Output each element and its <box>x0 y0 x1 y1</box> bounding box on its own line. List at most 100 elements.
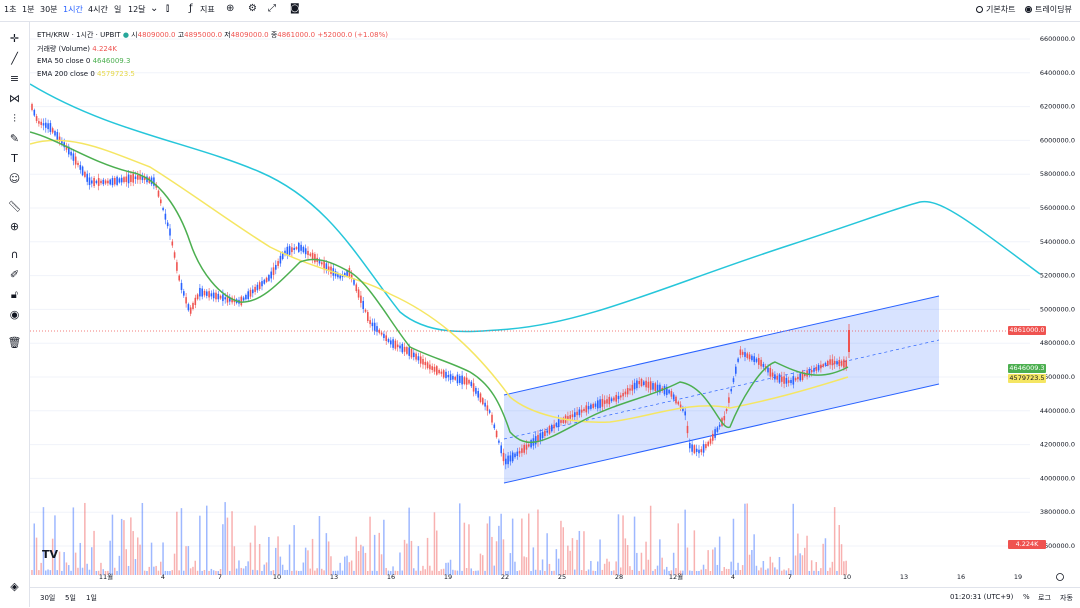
forecast-icon[interactable]: ⫶ <box>13 112 16 125</box>
candle-body <box>51 128 54 133</box>
crosshair-icon[interactable]: ✛ <box>9 32 20 45</box>
volume-bar <box>702 564 705 575</box>
emoji-icon[interactable]: ☺ <box>8 172 21 185</box>
trendline-icon[interactable]: ╱ <box>11 52 18 65</box>
screenshot-icon[interactable]: ◙ <box>290 3 300 14</box>
volume-bar <box>804 547 806 575</box>
candle-body <box>217 293 220 300</box>
price-tick-label: 4000000.0 <box>1040 474 1075 482</box>
volume-bar <box>56 570 58 575</box>
candle-body <box>514 453 516 458</box>
text-icon[interactable]: T <box>11 152 18 165</box>
settings-icon[interactable]: ⚙ <box>248 3 257 14</box>
interval-30m[interactable]: 30분 <box>40 5 58 14</box>
candle-body <box>442 370 445 378</box>
legend-volume-row[interactable]: 거래량 (Volume) 4.224K <box>37 44 117 54</box>
candle-body <box>364 309 367 312</box>
candle-body <box>465 377 468 385</box>
candle-body <box>419 356 422 364</box>
range-5d[interactable]: 5일 <box>65 594 76 602</box>
legend-ema50-row[interactable]: EMA 50 close 0 4646009.3 <box>37 57 130 65</box>
candle-body <box>493 424 496 429</box>
draw-mode-icon[interactable]: ✐ <box>9 268 20 281</box>
volume-bar <box>663 569 666 575</box>
percent-toggle[interactable]: % <box>1023 593 1030 601</box>
indicators-button[interactable]: 지표 <box>200 5 215 14</box>
volume-bar <box>396 570 399 575</box>
magnet-icon[interactable]: ∩ <box>10 248 19 261</box>
volume-bar <box>295 570 298 575</box>
candle-body <box>656 384 659 392</box>
volume-bar <box>794 555 797 575</box>
interval-4h[interactable]: 4시간 <box>88 5 108 14</box>
volume-bar <box>111 514 114 575</box>
volume-bar <box>705 569 707 575</box>
time-axis[interactable]: 11월 4 7 10 13 16 19 22 25 28 12월 4 7 10 13 16 19 <box>99 572 1064 581</box>
log-toggle[interactable]: 로그 <box>1038 594 1051 602</box>
volume-bar <box>810 560 813 575</box>
range-30d[interactable]: 30일 <box>40 594 56 602</box>
brush-icon[interactable]: ✎ <box>9 132 20 145</box>
volume-bar <box>698 571 700 575</box>
legend-ema200-row[interactable]: EMA 200 close 0 4579723.5 <box>37 70 135 78</box>
volume-bar <box>100 562 102 575</box>
volume-bar <box>758 570 760 575</box>
candle-body <box>781 376 783 382</box>
chart-basic-option[interactable]: 기본차트 <box>976 4 1015 15</box>
range-1d[interactable]: 1일 <box>86 594 97 602</box>
volume-bar <box>169 570 171 575</box>
zoom-icon[interactable]: ⊕ <box>9 220 20 233</box>
clock[interactable]: 01:20:31 (UTC+9) <box>950 593 1014 601</box>
price-chart[interactable]: 6600000.0 6400000.0 6200000.0 6000000.0 5800… <box>30 22 1080 587</box>
candle-body <box>45 122 47 128</box>
volume-bar <box>325 533 328 575</box>
ema-long-line <box>30 83 1041 333</box>
candle-body <box>169 228 171 236</box>
auto-toggle[interactable]: 자동 <box>1060 594 1073 602</box>
fullscreen-icon[interactable]: ⤢ <box>268 3 276 14</box>
volume-bar <box>201 570 203 575</box>
price-axis[interactable]: 6600000.0 6400000.0 6200000.0 6000000.0 5800… <box>1040 35 1075 550</box>
pattern-icon[interactable]: ⋈ <box>9 92 20 105</box>
legend-symbol[interactable]: ETH/KRW · 1시간 · UPBIT <box>37 31 121 39</box>
interval-day[interactable]: 일 <box>114 5 122 14</box>
interval-1s[interactable]: 1초 <box>4 5 17 14</box>
volume-bar <box>291 570 293 575</box>
volume-bar <box>429 565 431 575</box>
candle-body <box>212 292 215 299</box>
candle-body <box>833 360 836 365</box>
chart-tradingview-option[interactable]: 트레이딩뷰 <box>1025 4 1072 15</box>
candle-body <box>189 307 192 314</box>
candle-body <box>700 449 703 453</box>
compare-icon[interactable]: ⊕ <box>226 3 235 14</box>
volume-bar <box>684 509 686 575</box>
interval-1h[interactable]: 1시간 <box>63 5 83 14</box>
fib-icon[interactable]: ≡ <box>9 72 20 85</box>
volume-bar <box>327 541 330 575</box>
volume-bar <box>311 538 314 575</box>
price-tick-label: 6000000.0 <box>1040 136 1075 144</box>
volume-bar <box>247 561 249 575</box>
eye-icon[interactable]: ◉ <box>9 308 20 321</box>
interval-1m[interactable]: 1분 <box>22 5 35 14</box>
ruler-icon[interactable]: 📏︎ <box>7 200 22 213</box>
candle-body <box>712 433 714 441</box>
volume-bars <box>31 502 847 575</box>
volume-bar <box>164 570 167 575</box>
price-tick-label: 6200000.0 <box>1040 103 1075 111</box>
indicators-icon[interactable]: ƒ <box>189 3 193 14</box>
candle-body <box>72 153 75 161</box>
lock-icon[interactable]: 🔓︎ <box>10 288 19 301</box>
volume-bar <box>284 570 286 575</box>
chevron-down-icon[interactable]: ⌄ <box>150 3 159 14</box>
candle-body <box>804 373 806 376</box>
candle-type-icon[interactable]: ⫾ <box>166 3 170 14</box>
volume-bar <box>580 570 583 575</box>
interval-12[interactable]: 12달 <box>128 5 146 14</box>
volume-bar <box>235 568 238 575</box>
candle-body <box>551 425 553 432</box>
volume-bar <box>808 570 811 575</box>
layers-icon[interactable]: ◈ <box>10 580 19 593</box>
trash-icon[interactable]: 🗑︎ <box>7 336 22 349</box>
candle-body <box>339 275 341 279</box>
